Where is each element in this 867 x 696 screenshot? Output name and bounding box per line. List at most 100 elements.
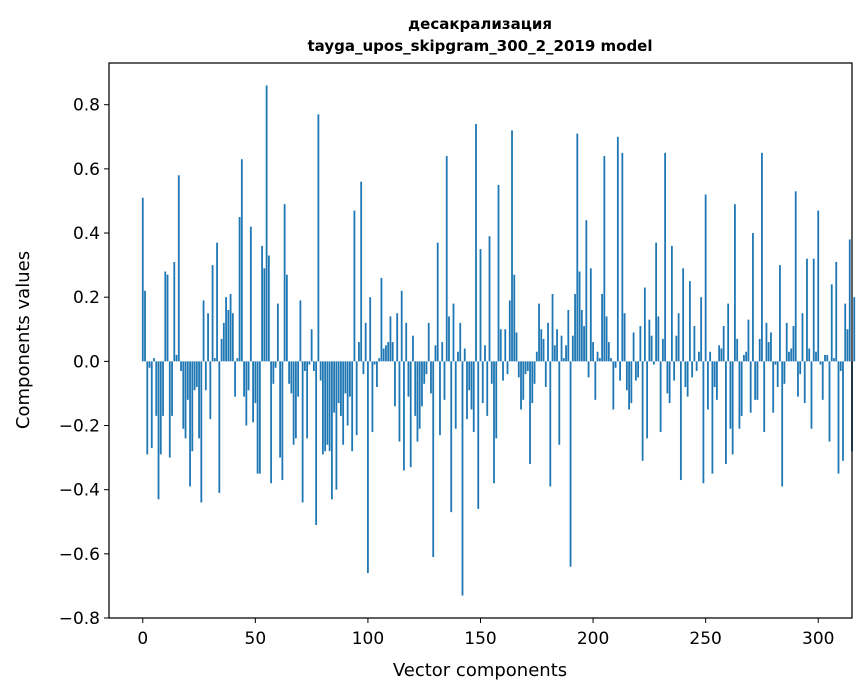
plot-frame xyxy=(108,62,853,619)
bar xyxy=(722,326,725,362)
bar xyxy=(315,361,318,525)
bar xyxy=(506,361,509,375)
bar xyxy=(650,335,653,362)
x-axis-ticks: 0 50 100 150 200 250 300 xyxy=(137,618,834,649)
bar xyxy=(157,361,160,500)
bar xyxy=(725,361,727,465)
bar xyxy=(216,242,218,362)
bar xyxy=(614,361,617,368)
bar xyxy=(202,300,205,362)
bar xyxy=(517,361,520,378)
bar xyxy=(472,361,475,432)
bar xyxy=(454,361,457,429)
bar xyxy=(294,361,297,439)
bar xyxy=(520,361,522,410)
bar xyxy=(655,242,658,362)
bar xyxy=(560,335,563,362)
bar xyxy=(574,293,576,362)
bar xyxy=(326,361,329,445)
bar xyxy=(448,316,450,362)
bar xyxy=(664,152,667,362)
bar xyxy=(765,322,768,362)
bar xyxy=(743,354,745,362)
bar xyxy=(835,261,838,362)
bar xyxy=(605,316,608,362)
bar xyxy=(443,361,446,400)
y-tick-label: 0.6 xyxy=(73,160,100,180)
bar xyxy=(625,361,628,391)
bar xyxy=(641,361,644,461)
bar xyxy=(407,361,410,397)
bar xyxy=(785,322,788,362)
chart-title: десакрализация xyxy=(408,15,552,33)
bar xyxy=(844,303,847,362)
bar xyxy=(394,361,396,407)
bar xyxy=(842,361,844,461)
bar xyxy=(702,361,705,484)
bar xyxy=(745,351,748,362)
bar xyxy=(195,361,198,388)
bar xyxy=(236,358,239,362)
bar xyxy=(189,361,191,487)
bar xyxy=(839,361,842,371)
bar xyxy=(538,303,540,362)
bar xyxy=(738,361,741,429)
bar xyxy=(713,361,716,388)
bar xyxy=(752,233,754,362)
bar xyxy=(403,361,405,471)
bar xyxy=(607,342,610,362)
bar xyxy=(249,226,252,362)
bar xyxy=(240,159,243,362)
bar xyxy=(812,258,815,362)
bar xyxy=(186,361,189,400)
bar xyxy=(317,114,320,362)
bar xyxy=(337,361,340,404)
bar xyxy=(470,361,473,410)
bar xyxy=(830,284,833,362)
bar xyxy=(846,329,849,362)
bar xyxy=(551,293,554,362)
bar xyxy=(679,361,682,481)
bar xyxy=(535,351,538,362)
bar xyxy=(799,361,802,375)
bar xyxy=(774,361,777,365)
y-tick-label: 0.8 xyxy=(73,96,100,116)
bar xyxy=(200,361,203,503)
bar xyxy=(445,156,448,362)
bar xyxy=(779,265,781,362)
bar xyxy=(731,361,734,455)
bar xyxy=(299,300,302,362)
bar xyxy=(533,361,536,384)
bar xyxy=(657,316,660,362)
bar xyxy=(603,156,606,362)
bar xyxy=(324,361,327,452)
bar xyxy=(346,361,349,426)
bar xyxy=(682,268,685,362)
bar xyxy=(405,322,408,362)
x-tick-label: 200 xyxy=(577,629,609,649)
bar xyxy=(439,361,441,436)
bar xyxy=(589,268,592,362)
bar xyxy=(391,342,394,362)
bar xyxy=(220,338,223,362)
bar xyxy=(767,342,770,362)
bar xyxy=(749,361,752,413)
bar xyxy=(632,332,635,362)
bar xyxy=(292,361,295,445)
bar xyxy=(598,358,601,362)
bar xyxy=(754,361,757,400)
bar xyxy=(362,361,365,375)
bar xyxy=(382,348,385,362)
bar xyxy=(308,361,311,365)
bar xyxy=(380,277,383,362)
bar xyxy=(477,361,480,509)
bar xyxy=(828,361,831,442)
bar xyxy=(274,361,277,368)
bar xyxy=(319,361,322,381)
bar xyxy=(711,361,714,474)
bar xyxy=(177,175,180,362)
bar xyxy=(781,361,784,487)
bar xyxy=(166,274,169,362)
bar xyxy=(171,361,173,416)
bar xyxy=(686,361,689,397)
